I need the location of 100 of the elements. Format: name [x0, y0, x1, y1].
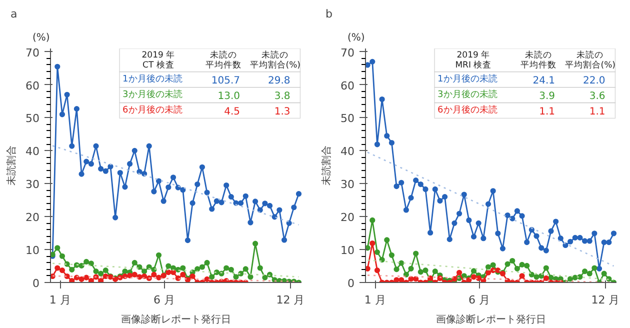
point: [586, 238, 592, 244]
point: [543, 248, 549, 254]
point: [466, 217, 472, 224]
annotation: 平均割合(%): [250, 59, 301, 70]
annotation: 未読の: [210, 50, 238, 61]
point: [582, 238, 588, 244]
point: [281, 237, 288, 243]
point: [54, 245, 60, 251]
annotation: 未読の: [262, 50, 289, 61]
point: [248, 274, 254, 280]
point: [592, 230, 598, 236]
point: [228, 266, 234, 272]
point: [102, 268, 108, 274]
y-tick-label: 30: [26, 178, 40, 192]
y-tick-label: 40: [340, 145, 355, 158]
point: [112, 214, 118, 220]
point: [156, 252, 162, 258]
point: [413, 250, 419, 256]
annotation: 平均割合(%): [564, 59, 616, 70]
point: [242, 193, 248, 199]
point: [403, 207, 409, 213]
point: [233, 274, 239, 280]
point: [370, 217, 376, 224]
point: [384, 133, 390, 139]
point: [59, 268, 66, 274]
text: 6か月後の未読: [122, 104, 182, 116]
annotation: 2019 年: [456, 50, 490, 61]
point: [384, 237, 390, 243]
point: [485, 201, 492, 207]
x-tick-label: 12 月: [591, 294, 620, 306]
point: [184, 238, 191, 244]
y-tick-label: 50: [340, 112, 355, 126]
point: [490, 262, 496, 268]
point: [74, 106, 80, 112]
point: [519, 273, 525, 279]
point: [88, 278, 94, 282]
point: [562, 242, 568, 248]
point: [610, 230, 616, 236]
x-axis-title: 画像診断レポート発行日: [121, 314, 231, 326]
point: [577, 234, 583, 240]
point: [534, 233, 540, 239]
point: [582, 268, 588, 274]
point: [366, 62, 370, 68]
point: [543, 265, 549, 271]
annotation: 1.3: [274, 106, 290, 118]
point: [132, 260, 138, 266]
point: [190, 200, 196, 206]
point: [524, 239, 530, 246]
point: [242, 266, 248, 272]
annotation: MRI 検査: [455, 59, 492, 70]
annotation: CT 検査: [142, 59, 174, 70]
point: [418, 269, 424, 275]
point: [199, 164, 206, 170]
x-tick-label: 6 月: [154, 294, 176, 306]
point: [166, 184, 172, 190]
point: [374, 142, 380, 148]
point: [98, 166, 104, 172]
point: [418, 181, 424, 188]
point: [69, 266, 75, 272]
point: [586, 270, 592, 276]
point: [572, 274, 578, 280]
annotation: 13.0: [218, 91, 240, 102]
point: [437, 198, 443, 204]
point: [446, 236, 452, 242]
point: [374, 268, 380, 274]
point: [428, 275, 434, 282]
point: [88, 260, 94, 266]
point: [127, 272, 133, 278]
point: [379, 256, 385, 263]
annotation: 2019 年: [142, 50, 176, 61]
point: [470, 268, 477, 274]
point: [194, 181, 200, 188]
point: [93, 143, 99, 149]
point: [248, 220, 254, 226]
annotation: 未読の: [576, 50, 604, 61]
point: [204, 260, 210, 266]
point: [408, 195, 414, 201]
point: [204, 190, 210, 196]
point: [388, 252, 395, 258]
annotation: 105.7: [211, 76, 240, 87]
y-tick-label: 20: [26, 211, 40, 224]
point: [262, 200, 268, 206]
point: [456, 210, 462, 216]
y-tick-label: 0: [348, 277, 354, 290]
point: [180, 187, 186, 193]
point: [141, 268, 148, 274]
point: [413, 178, 419, 184]
point: [452, 220, 458, 226]
point: [428, 230, 434, 236]
y-tick-label: 70: [340, 46, 355, 60]
point: [228, 194, 234, 200]
point: [166, 263, 172, 269]
point: [470, 274, 477, 280]
point: [398, 180, 404, 186]
point: [534, 274, 540, 280]
point: [476, 275, 482, 282]
point: [252, 240, 258, 246]
point: [156, 178, 162, 184]
point: [596, 266, 602, 272]
annotation: 平均件数: [206, 59, 242, 70]
